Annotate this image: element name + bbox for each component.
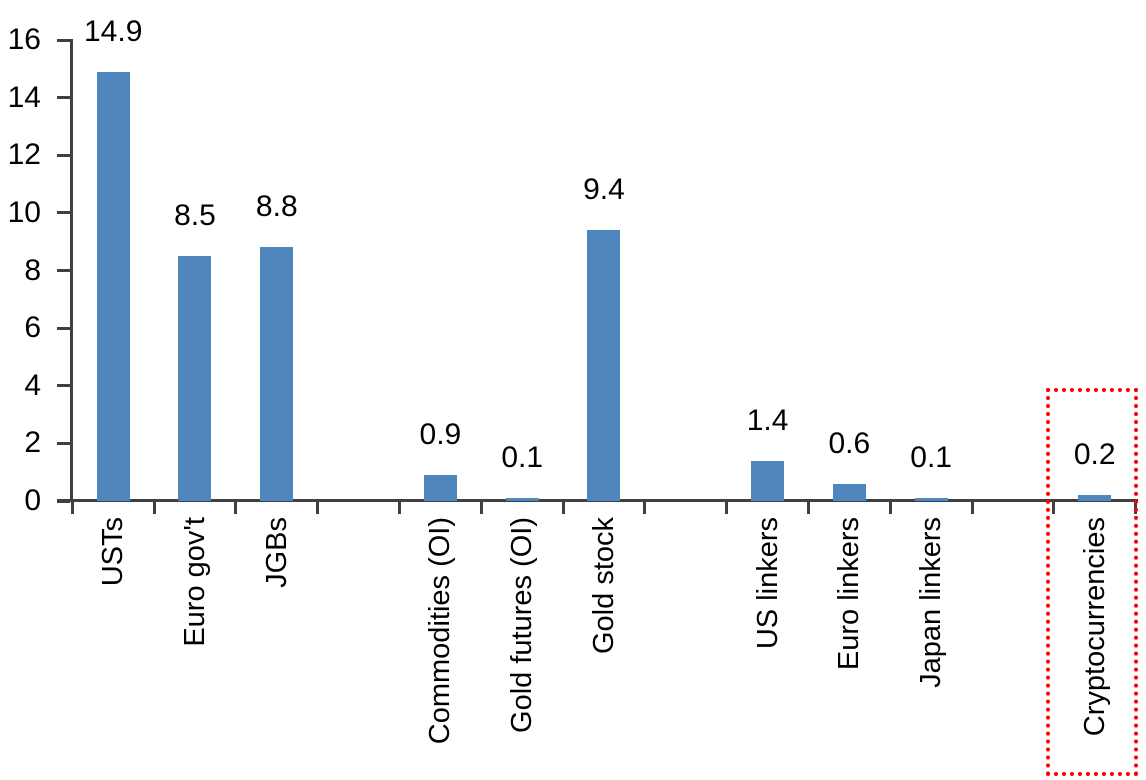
x-axis-tick [561, 501, 565, 514]
y-axis-tick [56, 499, 70, 503]
x-axis-tick [152, 501, 156, 514]
x-axis-tick [397, 501, 401, 514]
category-label-euro-linkers: Euro linkers [833, 517, 866, 671]
y-axis-tick-label: 14 [7, 80, 41, 114]
category-label-jgbs: JGBs [260, 517, 293, 588]
x-axis-tick [479, 501, 483, 514]
highlight-box [1045, 388, 1138, 776]
category-label-gold-futures-oi: Gold futures (OI) [506, 517, 539, 733]
y-axis-tick-label: 10 [7, 195, 41, 229]
y-axis-tick [56, 326, 70, 330]
bar-commodities-oi [423, 475, 457, 501]
y-axis-tick [56, 38, 70, 42]
y-axis-tick-label: 6 [24, 311, 41, 345]
y-axis-line [69, 39, 73, 501]
category-label-us-linkers: US linkers [751, 517, 784, 650]
value-label-usts: 14.9 [83, 14, 143, 48]
bar-us-linkers [751, 460, 785, 501]
category-label-usts: USTs [97, 517, 130, 587]
bar-usts [96, 71, 130, 501]
category-label-japan-linkers: Japan linkers [915, 517, 948, 688]
bar-gold-stock [587, 230, 621, 501]
x-axis-tick [725, 501, 729, 514]
bar-japan-linkers [914, 498, 948, 501]
x-axis-tick [70, 501, 74, 514]
value-label-jgbs: 8.8 [255, 190, 298, 224]
y-axis-tick-label: 16 [7, 23, 41, 56]
value-label-cryptocurrencies: 0.2 [1073, 438, 1116, 472]
bar-cryptocurrencies [1078, 495, 1112, 501]
y-axis-tick [56, 269, 70, 272]
x-axis-tick [1052, 501, 1056, 514]
value-label-us-linkers: 1.4 [746, 403, 789, 437]
y-axis-tick [56, 211, 70, 215]
x-axis-tick [970, 501, 974, 514]
category-label-gold-stock: Gold stock [587, 517, 620, 654]
y-axis-tick-label: 12 [7, 138, 41, 172]
y-axis-tick-label: 8 [24, 253, 41, 287]
value-label-commodities-oi: 0.9 [419, 418, 462, 452]
y-axis-tick [56, 441, 70, 445]
x-axis-tick [806, 501, 810, 514]
y-axis-tick-label: 2 [24, 426, 41, 460]
bar-euro-gov-t [178, 256, 212, 501]
y-axis-tick [56, 384, 70, 388]
bar-euro-linkers [832, 483, 866, 501]
y-axis-tick-label: 4 [24, 368, 41, 402]
value-label-japan-linkers: 0.1 [910, 441, 952, 475]
value-label-euro-gov-t: 8.5 [174, 199, 216, 233]
x-axis-tick [888, 501, 892, 514]
x-axis-tick [316, 501, 320, 514]
x-axis-tick [643, 501, 647, 514]
category-label-euro-gov-t: Euro gov't [179, 517, 211, 647]
value-label-gold-stock: 9.4 [583, 173, 625, 207]
x-axis-tick [234, 501, 238, 514]
y-axis-tick-label: 0 [24, 484, 41, 517]
y-axis-tick [56, 96, 70, 100]
category-label-commodities-oi: Commodities (OI) [424, 517, 457, 745]
bar-gold-futures-oi [505, 498, 539, 501]
bar-jgbs [260, 247, 294, 501]
y-axis-tick [56, 153, 70, 157]
value-label-gold-futures-oi: 0.1 [501, 441, 544, 475]
value-label-euro-linkers: 0.6 [828, 426, 871, 460]
